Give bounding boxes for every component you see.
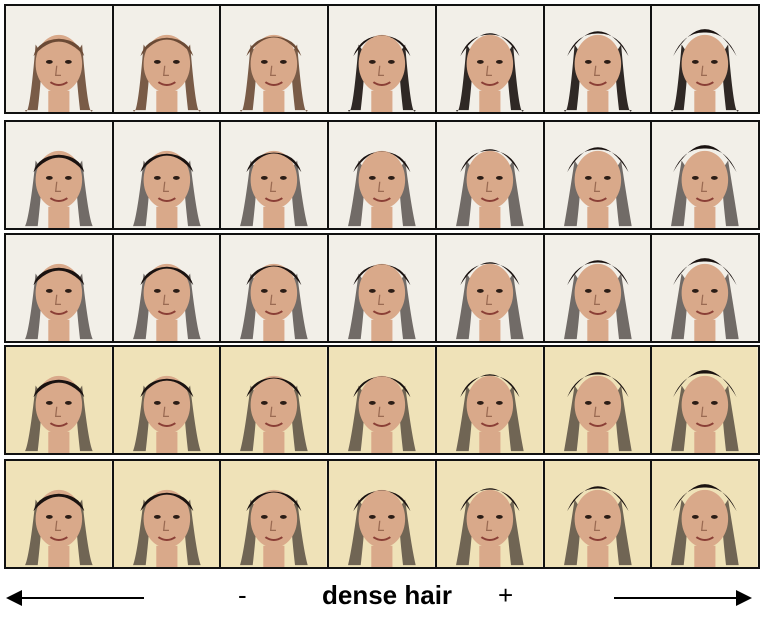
face-row [4,345,760,455]
face-image [329,122,437,228]
face-image [436,235,545,341]
face-image [6,347,114,453]
attribute-axis: - dense hair + [0,572,766,622]
left-arrow-line [20,597,144,599]
face-image [652,6,759,112]
face-image [329,461,437,567]
face-image [436,6,545,112]
face-image [113,461,222,567]
face-image [221,122,330,228]
face-row [4,459,760,569]
face-row [4,4,760,114]
face-image [113,347,222,453]
face-row [4,120,760,230]
face-image [113,122,222,228]
right-arrow-head-icon [736,590,752,606]
face-image [6,235,114,341]
plus-sign: + [498,580,514,610]
attribute-label: dense hair [322,580,453,610]
face-image [221,235,330,341]
face-image [329,347,437,453]
face-image [652,122,759,228]
face-image [544,235,653,341]
face-image [329,6,437,112]
face-image [544,461,653,567]
right-arrow-line [614,597,738,599]
face-image [544,6,653,112]
minus-sign: - [238,580,247,610]
face-image [652,235,759,341]
face-image [6,461,114,567]
face-image [113,6,222,112]
face-image [436,122,545,228]
face-image [652,461,759,567]
face-image [544,347,653,453]
face-image [6,6,114,112]
face-image [652,347,759,453]
face-row [4,233,760,343]
face-image [221,347,330,453]
face-image [221,6,330,112]
face-image [113,235,222,341]
face-image [329,235,437,341]
face-image [544,122,653,228]
left-arrow-head-icon [6,590,22,606]
face-image [436,347,545,453]
face-image [221,461,330,567]
face-image [6,122,114,228]
face-image [436,461,545,567]
